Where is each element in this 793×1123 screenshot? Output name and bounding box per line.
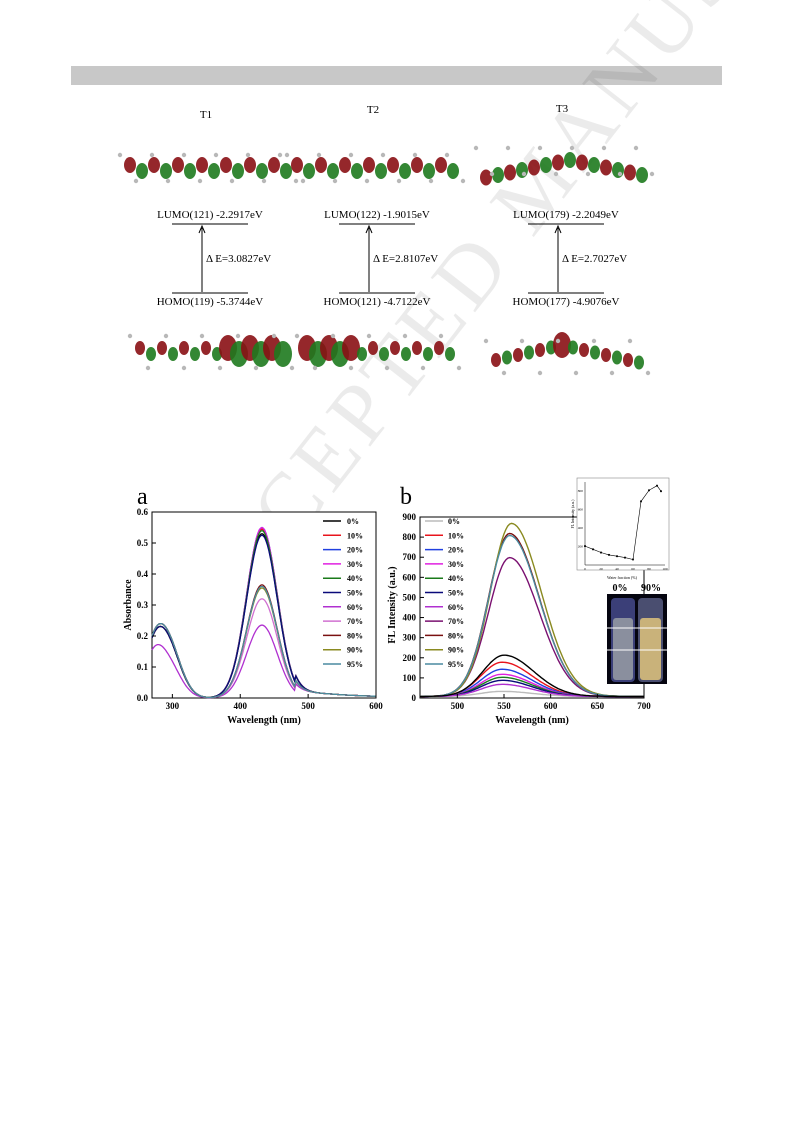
b-legend-label: 70% (448, 617, 464, 626)
b-legend-label: 30% (448, 560, 464, 569)
lumo-label: LUMO(179) -2.2049eV (513, 209, 619, 221)
b-legend-label: 20% (448, 546, 464, 555)
a-xtick-label: 400 (233, 701, 247, 711)
lumo-label: LUMO(122) -1.9015eV (324, 209, 430, 221)
a-legend-label: 40% (347, 574, 363, 583)
panel-b-letter: b (400, 484, 412, 510)
inset-ytick-label: 400 (578, 526, 584, 530)
a-legend-label: 50% (347, 589, 363, 598)
b-ytick-label: 500 (403, 592, 417, 602)
a-xtick-label: 300 (166, 701, 180, 711)
a-legend-label: 90% (347, 646, 363, 655)
b-series-line (420, 654, 644, 698)
inset-xlabel: Water fraction (%) (607, 575, 638, 580)
b-xtick-label: 650 (591, 701, 605, 711)
a-series-line (151, 585, 377, 699)
chart-a-ylabel: Absorbance (123, 579, 134, 631)
a-legend-label: 80% (347, 631, 363, 640)
b-ytick-label: 700 (403, 552, 417, 562)
a-legend-label: 10% (347, 531, 363, 540)
orbital-label: T2 (367, 104, 379, 116)
chart-b: b 500 550 600 650 70001002003004005006007008… (387, 477, 670, 726)
chart-a: a 300 400 500 600 0.0 0.1 0.2 0.3 0.4 0.5 0.6 0% 10… (123, 484, 383, 726)
vial-photo: 0% 90% (607, 583, 667, 684)
homo-orbital-image (127, 333, 295, 371)
gap-label: Δ E=2.8107eV (373, 253, 438, 265)
b-ytick-label: 100 (403, 673, 417, 683)
inset-point (584, 545, 586, 547)
homo-label: HOMO(177) -4.9076eV (513, 296, 620, 308)
b-xtick-label: 700 (637, 701, 651, 711)
inset-point (660, 490, 662, 493)
a-xtick-label: 600 (369, 701, 383, 711)
a-ytick-label: 0.5 (137, 538, 149, 548)
inset-ytick-label: 600 (578, 508, 584, 512)
b-legend-label: 95% (448, 660, 464, 669)
inset-ytick-label: 200 (578, 545, 584, 549)
chart-b-ylabel: FL Intensity (a.u.) (387, 566, 398, 643)
homo-label: HOMO(119) -5.3744eV (157, 296, 264, 308)
b-legend-label: 40% (448, 574, 464, 583)
homo-orbital-image (294, 333, 462, 371)
inset-frame (576, 477, 670, 571)
orbital-label: T1 (200, 109, 212, 121)
b-legend-label: 0% (448, 517, 460, 526)
a-legend-label: 60% (347, 603, 363, 612)
inset-xtick-label: 60 (631, 567, 635, 571)
lumo-orbital-image (284, 152, 466, 184)
inset-xtick-label: 40 (615, 567, 619, 571)
homo-label: HOMO(121) -4.7122eV (324, 296, 431, 308)
inset-xtick-label: 80 (647, 567, 651, 571)
a-ytick-label: 0.2 (137, 631, 149, 641)
b-legend-label: 80% (448, 631, 464, 640)
a-legend-label: 70% (347, 617, 363, 626)
homo-orbital-image (483, 332, 651, 376)
inset-ylabel: FL Intensity (a.u.) (570, 499, 575, 529)
a-xtick-label: 500 (301, 701, 315, 711)
b-xtick-label: 500 (451, 701, 465, 711)
vial-right-label: 90% (641, 583, 661, 594)
a-legend-label: 95% (347, 660, 363, 669)
lumo-label: LUMO(121) -2.2917eV (157, 209, 263, 221)
chart-a-xlabel: Wavelength (nm) (227, 715, 301, 726)
b-legend-label: 60% (448, 603, 464, 612)
gap-label: Δ E=2.7027eV (562, 253, 627, 265)
inset-xtick-label: 20 (599, 567, 603, 571)
b-ytick-label: 800 (403, 532, 417, 542)
b-ytick-label: 0 (412, 693, 417, 703)
a-ytick-label: 0.4 (137, 569, 149, 579)
vial-left-label: 0% (613, 583, 628, 594)
chart-b-xlabel: Wavelength (nm) (495, 715, 569, 726)
inset-xtick-label: 0 (584, 567, 586, 571)
b-xtick-label: 550 (497, 701, 511, 711)
b-ytick-label: 200 (403, 653, 417, 663)
a-ytick-label: 0.3 (137, 600, 149, 610)
b-legend-label: 90% (448, 646, 464, 655)
a-legend-label: 20% (347, 546, 363, 555)
a-ytick-label: 0.1 (137, 662, 149, 672)
inset-line (584, 485, 662, 560)
orbital-panel: T1 LUMO(121) -2.2917eV Δ E=3.0827eV HOMO(11… (117, 103, 655, 376)
a-ytick-label: 0.0 (137, 693, 149, 703)
inset-xtick-label: 100 (662, 567, 668, 571)
chart-a-frame (151, 511, 377, 699)
b-ytick-label: 300 (403, 633, 417, 643)
b-legend-label: 10% (448, 531, 464, 540)
panel-a-letter: a (137, 484, 148, 510)
lumo-orbital-image (117, 152, 299, 184)
header-bar (71, 66, 722, 85)
lumo-orbital-image (473, 145, 655, 186)
a-legend-label: 30% (347, 560, 363, 569)
b-legend-label: 50% (448, 589, 464, 598)
inset-ytick-label: 800 (578, 489, 584, 493)
orbital-label: T3 (556, 103, 569, 115)
b-ytick-label: 400 (403, 613, 417, 623)
gap-label: Δ E=3.0827eV (206, 253, 271, 265)
a-ytick-label: 0.6 (137, 507, 149, 517)
b-xtick-label: 600 (544, 701, 558, 711)
b-ytick-label: 900 (403, 512, 417, 522)
b-ytick-label: 600 (403, 572, 417, 582)
a-legend-label: 0% (347, 517, 359, 526)
